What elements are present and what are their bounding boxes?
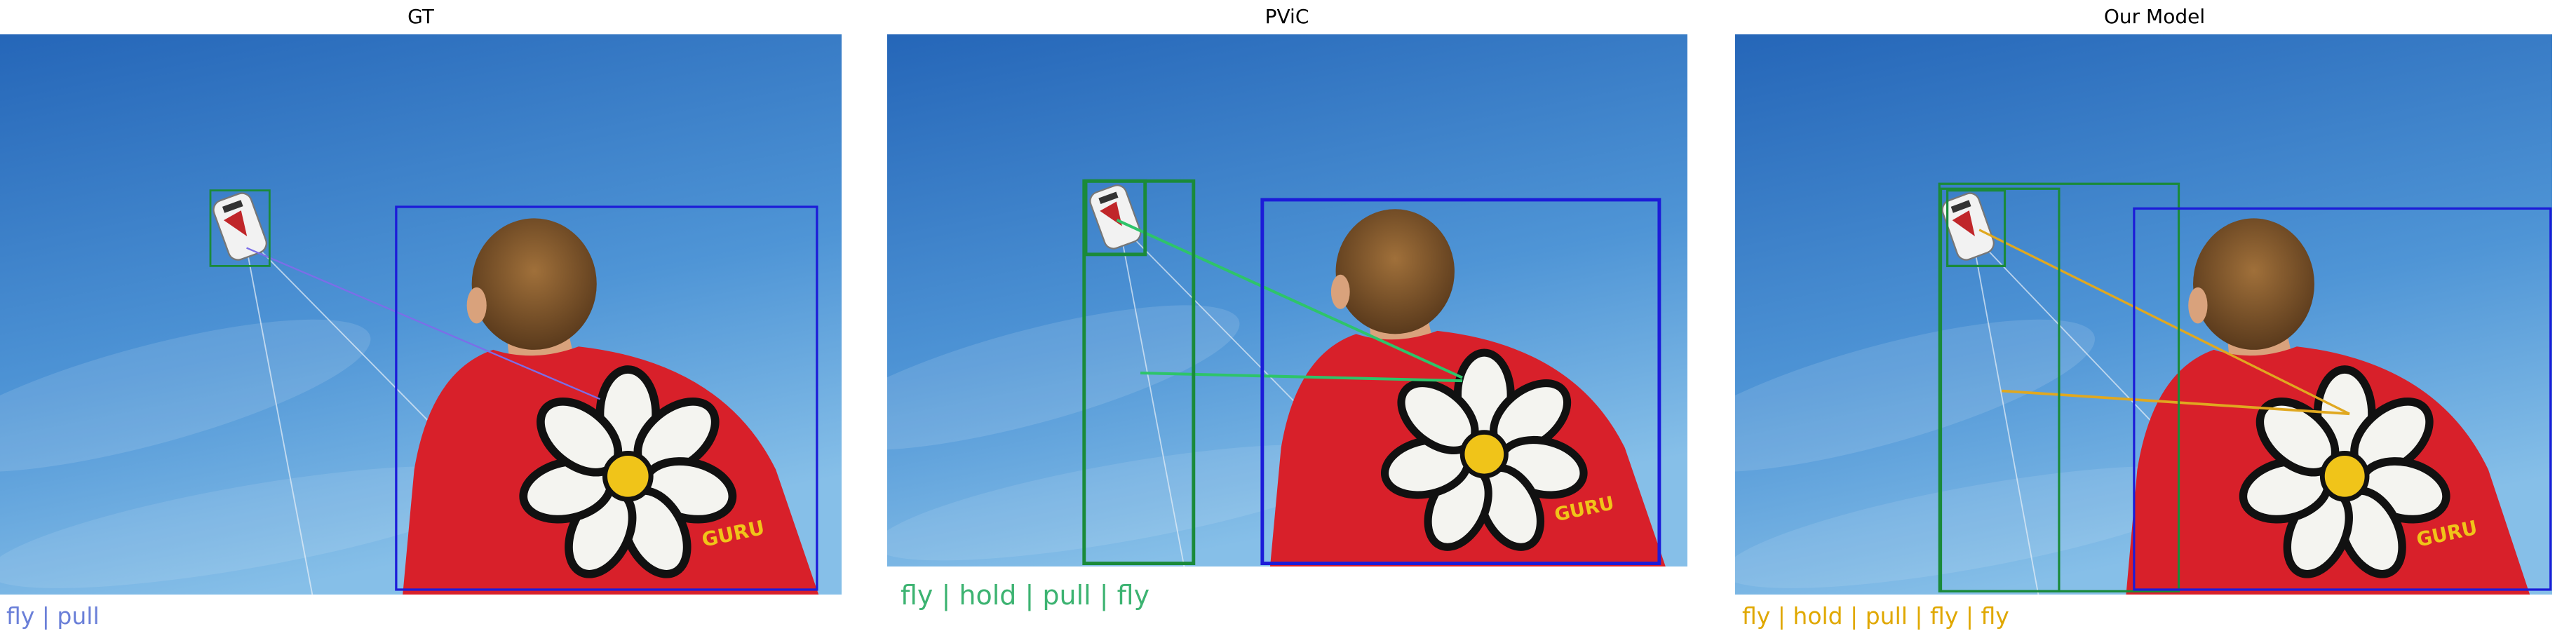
panel-title: PViC [1265,5,1309,28]
image-pvic [804,34,1687,584]
human-box [1260,198,1661,565]
human-box [395,205,818,591]
caption: fly | hold | pull | fly [901,580,1149,611]
object-box [1082,179,1196,565]
interaction-line [1978,229,2350,415]
object-box [1946,189,2007,268]
object-box [1938,182,2180,592]
human-box [2133,207,2552,591]
image-gt [0,34,842,613]
caption: fly | hold | pull | fly | fly [1742,602,2009,630]
object-box [209,189,271,267]
panel-title: Our Model [2104,5,2205,28]
image-ours [1650,34,2552,613]
panel-title: GT [407,5,435,28]
interaction-line [1116,219,1463,379]
interaction-line [246,247,600,400]
caption: fly | pull [6,602,100,630]
